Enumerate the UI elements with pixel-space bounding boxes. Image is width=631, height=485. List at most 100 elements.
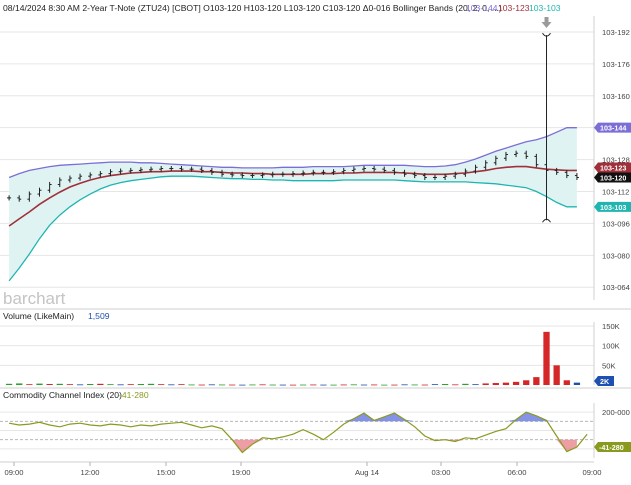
price-bar[interactable] [331, 169, 336, 175]
price-bar[interactable] [57, 177, 62, 188]
price-bar[interactable] [128, 167, 133, 174]
volume-bar[interactable] [249, 384, 256, 386]
price-bar[interactable] [37, 187, 42, 197]
volume-bar[interactable] [472, 384, 479, 386]
volume-bar[interactable] [16, 383, 23, 385]
price-bar[interactable] [473, 164, 478, 174]
price-bar[interactable] [209, 167, 214, 175]
price-bar[interactable] [7, 195, 12, 201]
price-bar[interactable] [483, 160, 488, 170]
price-bar[interactable] [402, 169, 407, 177]
price-bar[interactable] [250, 172, 255, 179]
volume-bar[interactable] [330, 384, 337, 386]
price-bar[interactable] [138, 167, 143, 173]
volume-bar[interactable] [381, 384, 388, 386]
price-bar[interactable] [422, 172, 427, 181]
price-bar[interactable] [574, 172, 579, 181]
volume-bar[interactable] [117, 384, 124, 386]
price-bar[interactable] [432, 174, 437, 181]
volume-bar[interactable] [462, 383, 469, 385]
price-bar[interactable] [260, 172, 265, 179]
volume-bar[interactable] [553, 365, 560, 385]
volume-bar[interactable] [76, 384, 84, 386]
price-bar[interactable] [453, 171, 458, 179]
volume-bar[interactable] [543, 331, 550, 385]
volume-bar[interactable] [421, 384, 428, 386]
volume-bar[interactable] [441, 384, 449, 385]
price-bar[interactable] [47, 181, 52, 193]
price-bar[interactable] [341, 167, 346, 175]
price-bar[interactable] [392, 167, 397, 175]
volume-bar[interactable] [502, 382, 510, 385]
volume-bar[interactable] [107, 384, 114, 386]
price-bar[interactable] [98, 171, 103, 178]
price-bar[interactable] [189, 166, 194, 172]
price-bar[interactable] [27, 191, 32, 202]
price-bar[interactable] [67, 175, 72, 183]
price-bar[interactable] [463, 168, 468, 177]
price-bar[interactable] [524, 150, 529, 159]
volume-bar[interactable] [97, 383, 104, 385]
volume-bar[interactable] [360, 384, 368, 386]
volume-bar[interactable] [310, 384, 317, 386]
price-bar[interactable] [17, 195, 22, 202]
event-arrow-icon[interactable] [541, 17, 552, 28]
price-bar[interactable] [179, 165, 184, 172]
price-bar[interactable] [412, 171, 417, 179]
price-bar[interactable] [351, 166, 356, 173]
price-bar[interactable] [493, 155, 498, 166]
price-pane[interactable]: 103-192103-176103-160103-144103-128103-1… [0, 16, 631, 300]
price-bar[interactable] [382, 166, 387, 173]
price-bar[interactable] [311, 169, 316, 176]
price-bar[interactable] [554, 167, 559, 175]
volume-bar[interactable] [523, 380, 530, 385]
volume-bar[interactable] [147, 383, 155, 385]
price-bar[interactable] [118, 168, 123, 175]
price-bar[interactable] [108, 169, 113, 177]
volume-bar[interactable] [198, 384, 205, 386]
volume-bar[interactable] [452, 384, 459, 386]
price-bar[interactable] [503, 151, 508, 161]
price-bar[interactable] [514, 150, 519, 158]
volume-bar[interactable] [188, 384, 195, 386]
volume-bar[interactable] [289, 384, 297, 386]
cci-pane[interactable]: 200-000-200-000-41-280 [0, 387, 631, 458]
volume-bar[interactable] [299, 384, 307, 386]
volume-bar[interactable] [87, 384, 94, 385]
volume-bar[interactable] [36, 383, 43, 385]
volume-bar[interactable] [208, 384, 216, 386]
volume-bar[interactable] [533, 377, 540, 385]
price-bar[interactable] [280, 171, 285, 177]
volume-bar[interactable] [340, 384, 347, 386]
price-bar[interactable] [361, 165, 366, 172]
price-bar[interactable] [88, 172, 93, 179]
volume-bar[interactable] [320, 384, 327, 386]
volume-bar[interactable] [573, 382, 581, 385]
price-bar[interactable] [169, 165, 174, 172]
volume-bar[interactable] [127, 384, 134, 386]
volume-bar[interactable] [269, 384, 276, 386]
volume-bar[interactable] [512, 381, 520, 385]
volume-bar[interactable] [391, 384, 398, 386]
volume-bar[interactable] [168, 384, 175, 386]
volume-bar[interactable] [370, 384, 378, 386]
price-bar[interactable] [78, 173, 83, 181]
price-bar[interactable] [270, 171, 275, 178]
volume-bar[interactable] [279, 384, 287, 386]
volume-bar[interactable] [482, 383, 489, 385]
price-bar[interactable] [301, 170, 306, 177]
volume-bar[interactable] [218, 384, 226, 386]
volume-bar[interactable] [563, 380, 570, 385]
volume-bar[interactable] [229, 384, 236, 386]
volume-bar[interactable] [259, 384, 266, 386]
price-bar[interactable] [321, 169, 326, 175]
price-bar[interactable] [291, 171, 295, 177]
volume-bar[interactable] [411, 384, 418, 386]
volume-bar[interactable] [350, 384, 357, 386]
volume-bar[interactable] [431, 384, 439, 386]
price-bar[interactable] [149, 166, 154, 173]
volume-bar[interactable] [137, 384, 145, 385]
price-bar[interactable] [443, 173, 448, 181]
